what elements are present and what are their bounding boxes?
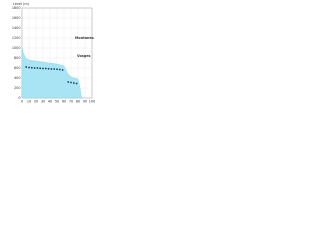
point [36,67,39,69]
y-tick-label: 800 [14,56,20,60]
y-tick-label: 200 [14,86,20,90]
x-tick-label: 100 [89,100,95,104]
point [56,68,58,71]
point [67,81,70,83]
y-tick-label: 1000 [12,46,21,50]
point [70,81,72,84]
point [47,67,50,70]
x-tick-label: 30 [41,100,45,104]
y-tick-label: 0 [18,96,20,100]
x-tick-label: 90 [83,100,87,104]
point [30,66,33,69]
point [42,67,44,70]
chart: Level (m) % (% by mass) 0200400600800100… [12,2,95,104]
x-tick-label: 50 [55,100,59,104]
point [44,67,47,70]
x-tick-label: 60 [62,100,66,104]
point [25,66,28,68]
y-axis-title: Level (m) [13,2,30,6]
y-tick-label: 400 [14,76,20,80]
point [33,67,36,69]
point [72,82,75,84]
x-tick-label: 70 [69,100,73,104]
y-tick-label: 1800 [12,6,21,10]
point [28,66,30,69]
y-tick-label: 1400 [12,26,21,30]
y-tick-label: 1200 [12,36,21,40]
area [21,47,82,99]
point [39,67,42,70]
point [61,69,64,71]
point [50,68,53,70]
legend-label: Vosges [77,54,91,58]
legend-label: Montanes [75,36,94,40]
x-tick-label: 10 [27,100,31,104]
x-tick-label: 40 [48,100,52,104]
y-tick-label: 1600 [12,16,21,20]
point [75,82,78,85]
x-tick-label: 0 [21,100,23,104]
point [53,68,56,70]
x-tick-label: 80 [76,100,80,104]
x-tick-label: 20 [34,100,38,104]
y-tick-label: 600 [14,66,20,70]
point [58,68,61,71]
